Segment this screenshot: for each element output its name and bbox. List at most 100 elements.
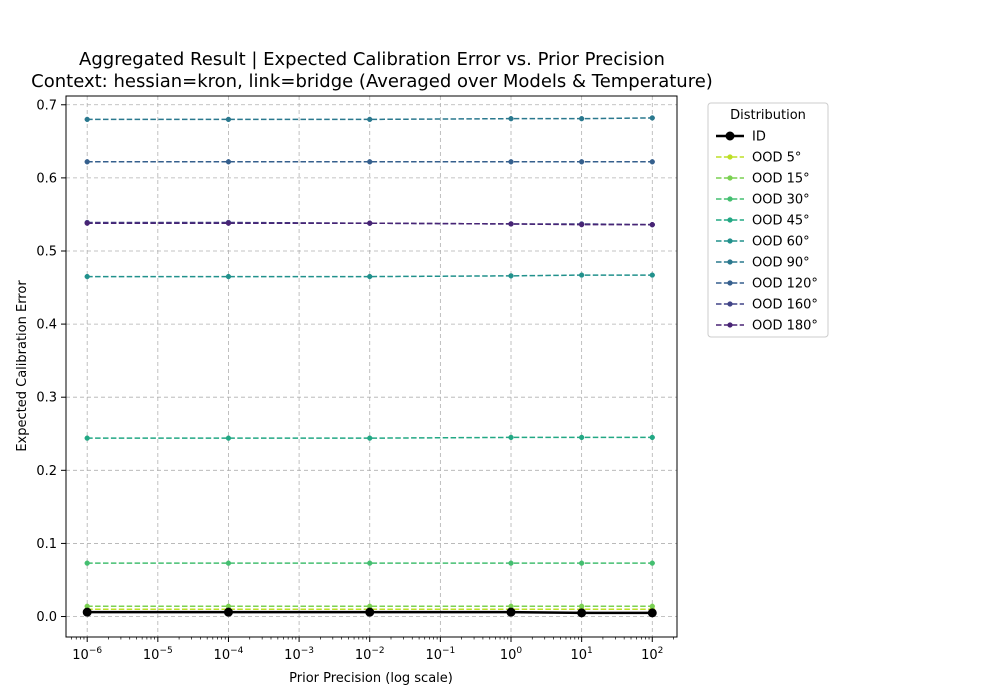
x-tick-base: 10 xyxy=(72,648,89,663)
x-tick-exponent: −5 xyxy=(159,646,172,656)
legend-swatch-marker xyxy=(727,259,733,265)
series-points xyxy=(82,115,657,618)
data-point-id xyxy=(506,607,516,617)
x-tick-exponent: −4 xyxy=(230,646,244,656)
data-point-ood-90 xyxy=(508,116,514,122)
legend-item-id: ID xyxy=(716,130,766,145)
legend-label: OOD 5° xyxy=(752,151,801,166)
legend-item-ood-5: OOD 5° xyxy=(716,151,801,166)
legend-item-ood-160: OOD 160° xyxy=(716,298,818,313)
data-point-id xyxy=(223,607,233,617)
data-point-ood-45 xyxy=(649,434,655,441)
data-point-ood-90 xyxy=(649,115,655,121)
legend-item-ood-30: OOD 30° xyxy=(716,193,810,208)
legend-label: OOD 90° xyxy=(752,256,810,271)
x-tick-label: 100 xyxy=(500,646,523,663)
x-tick-exponent: 1 xyxy=(587,646,593,656)
legend-item-ood-180: OOD 180° xyxy=(716,319,818,334)
x-axis-ticks: 10−6 10−5 10−4 10−3 10−2 10−1 100 101 102 xyxy=(71,637,674,663)
data-point-ood-180 xyxy=(578,222,585,228)
legend-swatch-marker xyxy=(727,301,733,307)
x-tick-exponent: 2 xyxy=(658,646,664,656)
x-tick-label: 10−2 xyxy=(355,646,385,663)
y-tick-label: 0.4 xyxy=(36,318,57,333)
data-point-ood-30 xyxy=(508,560,514,566)
x-tick-exponent: −3 xyxy=(301,646,314,656)
legend-item-ood-60: OOD 60° xyxy=(716,235,810,250)
y-axis-label: Expected Calibration Error xyxy=(15,280,30,452)
data-point-ood-60 xyxy=(84,273,90,280)
data-point-ood-60 xyxy=(508,273,514,279)
data-point-ood-60 xyxy=(225,273,232,280)
data-point-ood-15 xyxy=(649,603,655,609)
legend-swatch-marker xyxy=(727,217,733,223)
legend-label: OOD 30° xyxy=(752,193,810,208)
x-tick-base: 10 xyxy=(284,648,301,663)
data-point-ood-30 xyxy=(578,560,585,566)
chart-title-line2: Context: hessian=kron, link=bridge (Aver… xyxy=(31,71,713,92)
y-axis-ticks: 0.0 0.1 0.2 0.3 0.4 0.5 0.6 0.7 xyxy=(36,98,66,625)
legend-item-ood-120: OOD 120° xyxy=(716,277,818,292)
x-tick-exponent: −2 xyxy=(371,646,384,656)
y-tick-label: 0.3 xyxy=(36,391,57,406)
data-point-ood-180 xyxy=(649,222,655,228)
x-tick-label: 101 xyxy=(571,646,593,663)
y-tick-label: 0.1 xyxy=(36,537,57,552)
legend-swatch-marker xyxy=(727,280,733,286)
legend-label: OOD 45° xyxy=(752,214,810,229)
x-tick-exponent: 0 xyxy=(516,646,522,656)
plot-area-frame xyxy=(65,95,678,638)
series-line-id xyxy=(87,610,653,615)
legend-label: OOD 60° xyxy=(752,235,810,250)
x-tick-base: 10 xyxy=(500,648,517,663)
data-point-ood-120 xyxy=(508,159,514,165)
data-point-ood-120 xyxy=(367,159,373,165)
legend-item-ood-15: OOD 15° xyxy=(716,172,810,187)
data-point-id xyxy=(647,608,657,618)
series-line-ood-45 xyxy=(87,436,653,439)
data-point-id xyxy=(577,608,587,618)
data-point-ood-180 xyxy=(225,220,232,226)
legend-swatch-marker xyxy=(727,154,733,160)
x-tick-base: 10 xyxy=(214,648,231,663)
data-point-ood-30 xyxy=(84,560,90,566)
legend-label: OOD 120° xyxy=(752,277,818,292)
legend-label: OOD 160° xyxy=(752,298,818,313)
data-point-id xyxy=(365,607,375,617)
x-tick-base: 10 xyxy=(571,648,588,663)
data-point-ood-120 xyxy=(649,159,655,165)
x-tick-label: 10−6 xyxy=(72,646,102,663)
x-tick-exponent: −6 xyxy=(89,646,103,656)
grid-lines xyxy=(66,96,677,637)
x-tick-label: 10−4 xyxy=(214,646,244,663)
legend-swatch-marker xyxy=(727,175,733,181)
x-tick-exponent: −1 xyxy=(442,646,455,656)
data-point-ood-60 xyxy=(649,272,655,278)
chart-title-line1: Aggregated Result | Expected Calibration… xyxy=(79,49,665,70)
data-point-ood-120 xyxy=(225,159,232,165)
legend-label: OOD 15° xyxy=(752,172,810,187)
legend-title: Distribution xyxy=(730,108,806,123)
x-tick-base: 10 xyxy=(143,648,160,663)
y-tick-label: 0.5 xyxy=(36,244,57,259)
legend-item-ood-90: OOD 90° xyxy=(716,256,810,271)
x-tick-label: 10−5 xyxy=(143,646,173,663)
data-point-ood-90 xyxy=(225,116,232,123)
data-point-ood-120 xyxy=(578,159,585,165)
x-tick-base: 10 xyxy=(425,648,442,663)
data-point-ood-30 xyxy=(225,560,232,566)
series-line-ood-90 xyxy=(87,117,653,121)
legend-swatch-marker xyxy=(725,131,735,141)
data-point-ood-45 xyxy=(225,435,232,441)
data-point-ood-15 xyxy=(578,603,585,609)
legend-item-ood-45: OOD 45° xyxy=(716,214,810,229)
legend: Distribution ID OOD 5° OOD 15° OOD 30° OOD 4… xyxy=(707,102,829,338)
data-point-ood-90 xyxy=(84,116,90,123)
series-line-ood-180 xyxy=(87,222,653,226)
x-tick-label: 10−1 xyxy=(425,646,455,663)
legend-label: ID xyxy=(752,130,766,145)
x-axis-label: Prior Precision (log scale) xyxy=(289,671,453,686)
data-point-ood-120 xyxy=(84,159,90,165)
data-point-ood-180 xyxy=(367,220,373,226)
